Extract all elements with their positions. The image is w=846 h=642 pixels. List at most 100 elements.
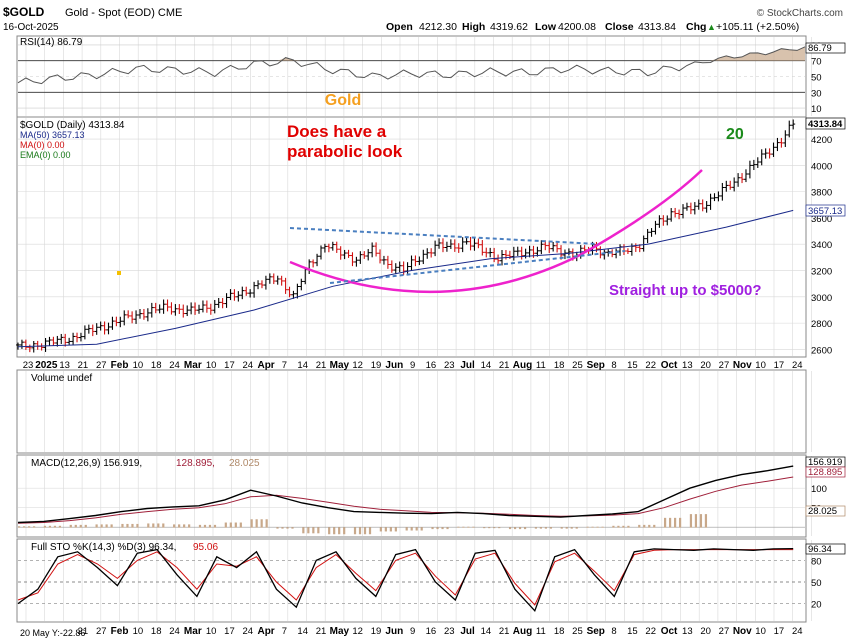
price-bar xyxy=(283,277,288,294)
macd-hist-bar xyxy=(560,527,563,529)
macd-hist-bar xyxy=(100,524,103,528)
macd-hist-bar xyxy=(328,527,331,535)
macd-hist-bar xyxy=(493,527,496,529)
macd-hist-bar xyxy=(198,524,202,528)
price-bar xyxy=(381,255,386,265)
bottom-note: 20 May Y:-22.86 xyxy=(20,628,85,638)
lower-trendline xyxy=(329,250,626,284)
price-bar xyxy=(696,199,701,210)
ma50-line xyxy=(17,209,794,348)
x-axis-label: 19 xyxy=(371,360,382,371)
price-bar xyxy=(315,253,320,267)
x-axis-label: 13 xyxy=(682,360,693,371)
price-bar xyxy=(618,244,623,256)
price-tick-label: 3200 xyxy=(811,267,832,278)
grid-lines xyxy=(25,37,812,621)
price-bar xyxy=(468,236,473,251)
price-bar xyxy=(641,235,646,252)
price-bar xyxy=(263,275,268,290)
price-bar xyxy=(496,254,501,265)
price-bar xyxy=(791,119,796,130)
x-axis-label: Nov xyxy=(733,360,752,371)
price-bar xyxy=(354,256,359,267)
price-bar xyxy=(633,243,638,252)
x-axis-label: 24 xyxy=(792,626,803,637)
x-axis-label: Jul xyxy=(460,360,475,371)
price-bar xyxy=(137,308,142,319)
macd-tick-label: 100 xyxy=(811,484,827,495)
price-bar xyxy=(732,177,737,192)
price-bar xyxy=(393,263,398,274)
price-tick-label: 3800 xyxy=(811,188,832,199)
price-bar xyxy=(279,275,284,286)
macd-hist-bar xyxy=(441,527,444,530)
price-bar xyxy=(86,324,91,334)
price-tick-label: 2600 xyxy=(811,345,832,356)
price-bar xyxy=(106,322,111,335)
x-axis-label: Jun xyxy=(385,360,403,371)
macd-hist-bar xyxy=(544,527,547,529)
macd-hist-bar xyxy=(673,517,677,528)
x-axis-label: 10 xyxy=(133,360,144,371)
macd-hist-bar xyxy=(488,527,491,529)
macd-hist-bar xyxy=(612,525,615,528)
price-label: $GOLD (Daily) 4313.84 xyxy=(20,120,125,131)
price-bar xyxy=(326,243,331,253)
price-bar xyxy=(401,261,406,276)
macd-hist-bar xyxy=(312,527,315,534)
macd-hist-bar xyxy=(689,514,693,528)
price-bar xyxy=(27,344,32,353)
price-bar xyxy=(700,199,705,212)
symbol-title: $GOLD xyxy=(3,5,45,19)
price-bar xyxy=(370,242,375,258)
price-bar xyxy=(259,280,264,289)
price-bar xyxy=(645,229,650,244)
macd-hist-bar xyxy=(152,523,155,528)
x-axis-label: 18 xyxy=(554,360,565,371)
price-bar xyxy=(161,299,166,314)
stoch-label: Full STO %K(14,3) %D(3) 96.34, xyxy=(31,542,176,553)
macd-hist-bar xyxy=(105,524,108,528)
price-bar xyxy=(539,240,544,255)
macd-hist-bar xyxy=(622,525,625,528)
x-axis-label: 17 xyxy=(224,626,235,637)
price-bar xyxy=(19,339,24,349)
price-bar xyxy=(684,202,689,211)
x-axis-label: 11 xyxy=(536,626,546,637)
x-axis-label: Aug xyxy=(513,360,532,371)
x-axis-label: Feb xyxy=(111,360,129,371)
price-bar xyxy=(677,209,682,220)
price-bar xyxy=(275,275,280,285)
rsi-line xyxy=(17,46,806,85)
price-bar xyxy=(232,289,237,301)
price-bar xyxy=(480,240,485,256)
price-bar xyxy=(763,148,768,159)
x-axis-label: 25 xyxy=(572,360,583,371)
price-bar xyxy=(358,251,363,264)
price-bar xyxy=(692,202,697,215)
price-last-tag xyxy=(805,117,846,130)
macd-hist-bar xyxy=(286,527,289,529)
macd-hist-bar xyxy=(317,527,320,534)
stoch-d-line xyxy=(17,549,794,606)
macd-hist-bar xyxy=(265,519,268,528)
price-bar xyxy=(413,255,418,267)
price-bar xyxy=(350,252,355,267)
x-axis-label: 10 xyxy=(755,626,766,637)
price-bar xyxy=(145,308,150,322)
x-axis-label: 18 xyxy=(151,360,162,371)
price-bar xyxy=(342,249,347,260)
price-bar xyxy=(598,246,603,259)
x-axis-label: 23 xyxy=(444,360,455,371)
macd-label: MACD(12,26,9) 156.919, xyxy=(31,458,142,469)
x-axis-label: 14 xyxy=(297,360,308,371)
high-label: High xyxy=(462,21,485,33)
x-axis-label: 21 xyxy=(78,360,89,371)
price-bar xyxy=(460,237,465,253)
price-bar xyxy=(240,286,245,300)
price-bar xyxy=(653,220,658,235)
macd-hist-bar xyxy=(69,524,72,528)
price-bar xyxy=(716,191,721,202)
price-bar xyxy=(437,238,442,249)
price-bar xyxy=(47,336,52,346)
